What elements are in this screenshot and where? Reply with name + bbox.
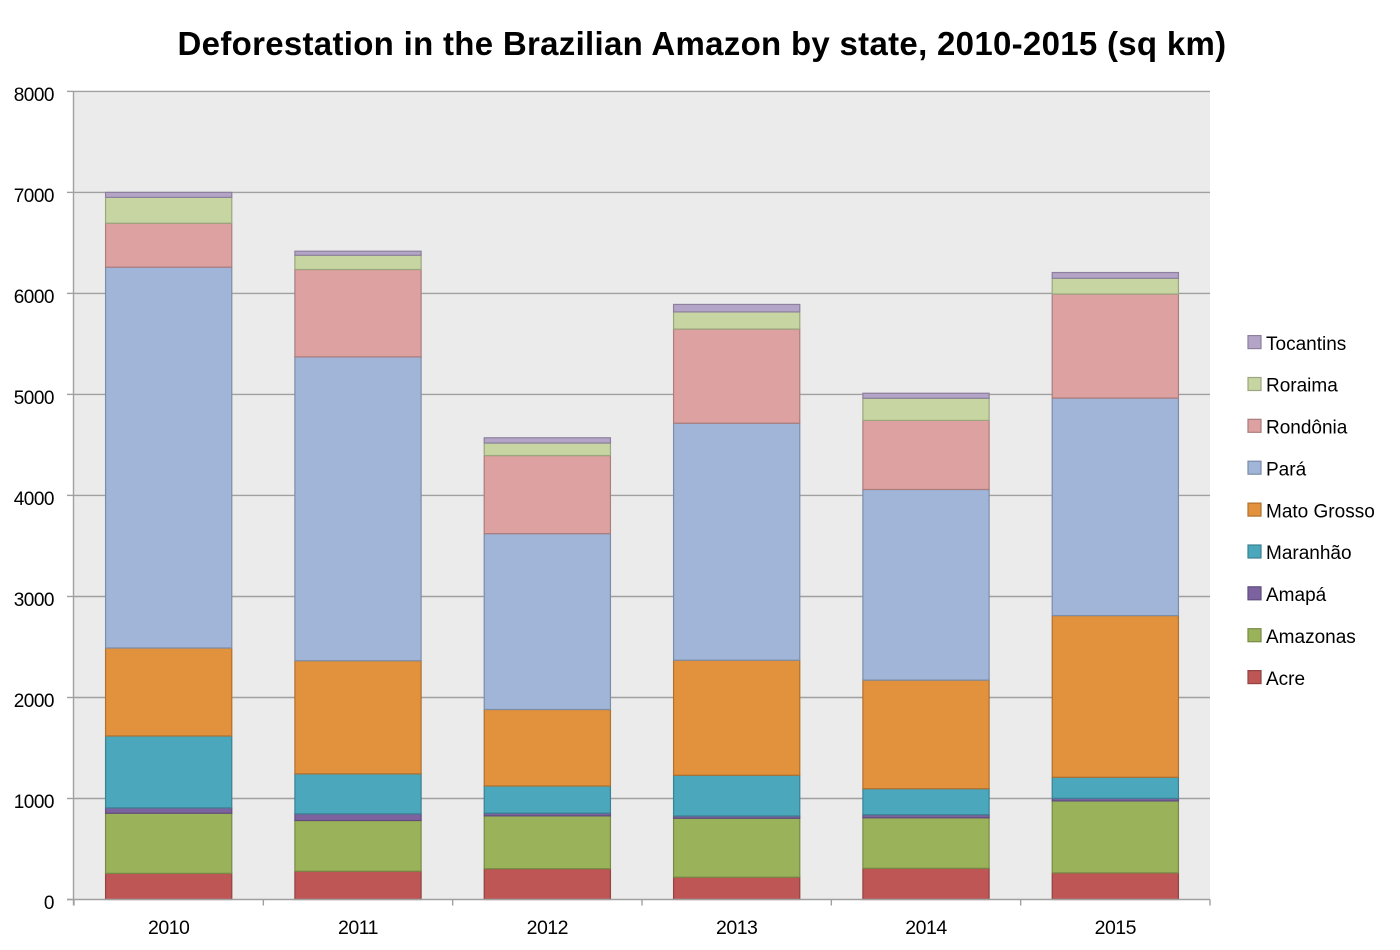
svg-text:Tocantins: Tocantins [1266, 334, 1346, 355]
svg-text:0: 0 [44, 893, 54, 914]
svg-text:Amazonas: Amazonas [1266, 627, 1356, 648]
svg-text:Maranhão: Maranhão [1266, 543, 1352, 564]
svg-text:2000: 2000 [14, 691, 54, 712]
svg-text:1000: 1000 [14, 792, 54, 813]
svg-text:7000: 7000 [14, 186, 54, 207]
svg-text:3000: 3000 [14, 590, 54, 611]
svg-text:Deforestation in the Brazilian: Deforestation in the Brazilian Amazon by… [178, 25, 1227, 62]
svg-text:6000: 6000 [14, 287, 54, 308]
svg-text:Mato Grosso: Mato Grosso [1266, 501, 1375, 522]
svg-text:2011: 2011 [338, 917, 378, 939]
svg-text:8000: 8000 [14, 85, 54, 106]
svg-text:2010: 2010 [148, 917, 190, 939]
svg-text:Acre: Acre [1266, 669, 1305, 690]
svg-text:2013: 2013 [716, 917, 757, 939]
svg-text:2014: 2014 [905, 917, 947, 939]
svg-text:Pará: Pará [1266, 459, 1307, 480]
svg-text:Rondônia: Rondônia [1266, 418, 1348, 439]
svg-text:2015: 2015 [1095, 917, 1137, 939]
svg-text:Roraima: Roraima [1266, 376, 1338, 397]
svg-text:5000: 5000 [14, 388, 54, 409]
svg-text:2012: 2012 [527, 917, 568, 939]
svg-text:Amapá: Amapá [1266, 585, 1327, 606]
svg-text:4000: 4000 [14, 489, 54, 510]
